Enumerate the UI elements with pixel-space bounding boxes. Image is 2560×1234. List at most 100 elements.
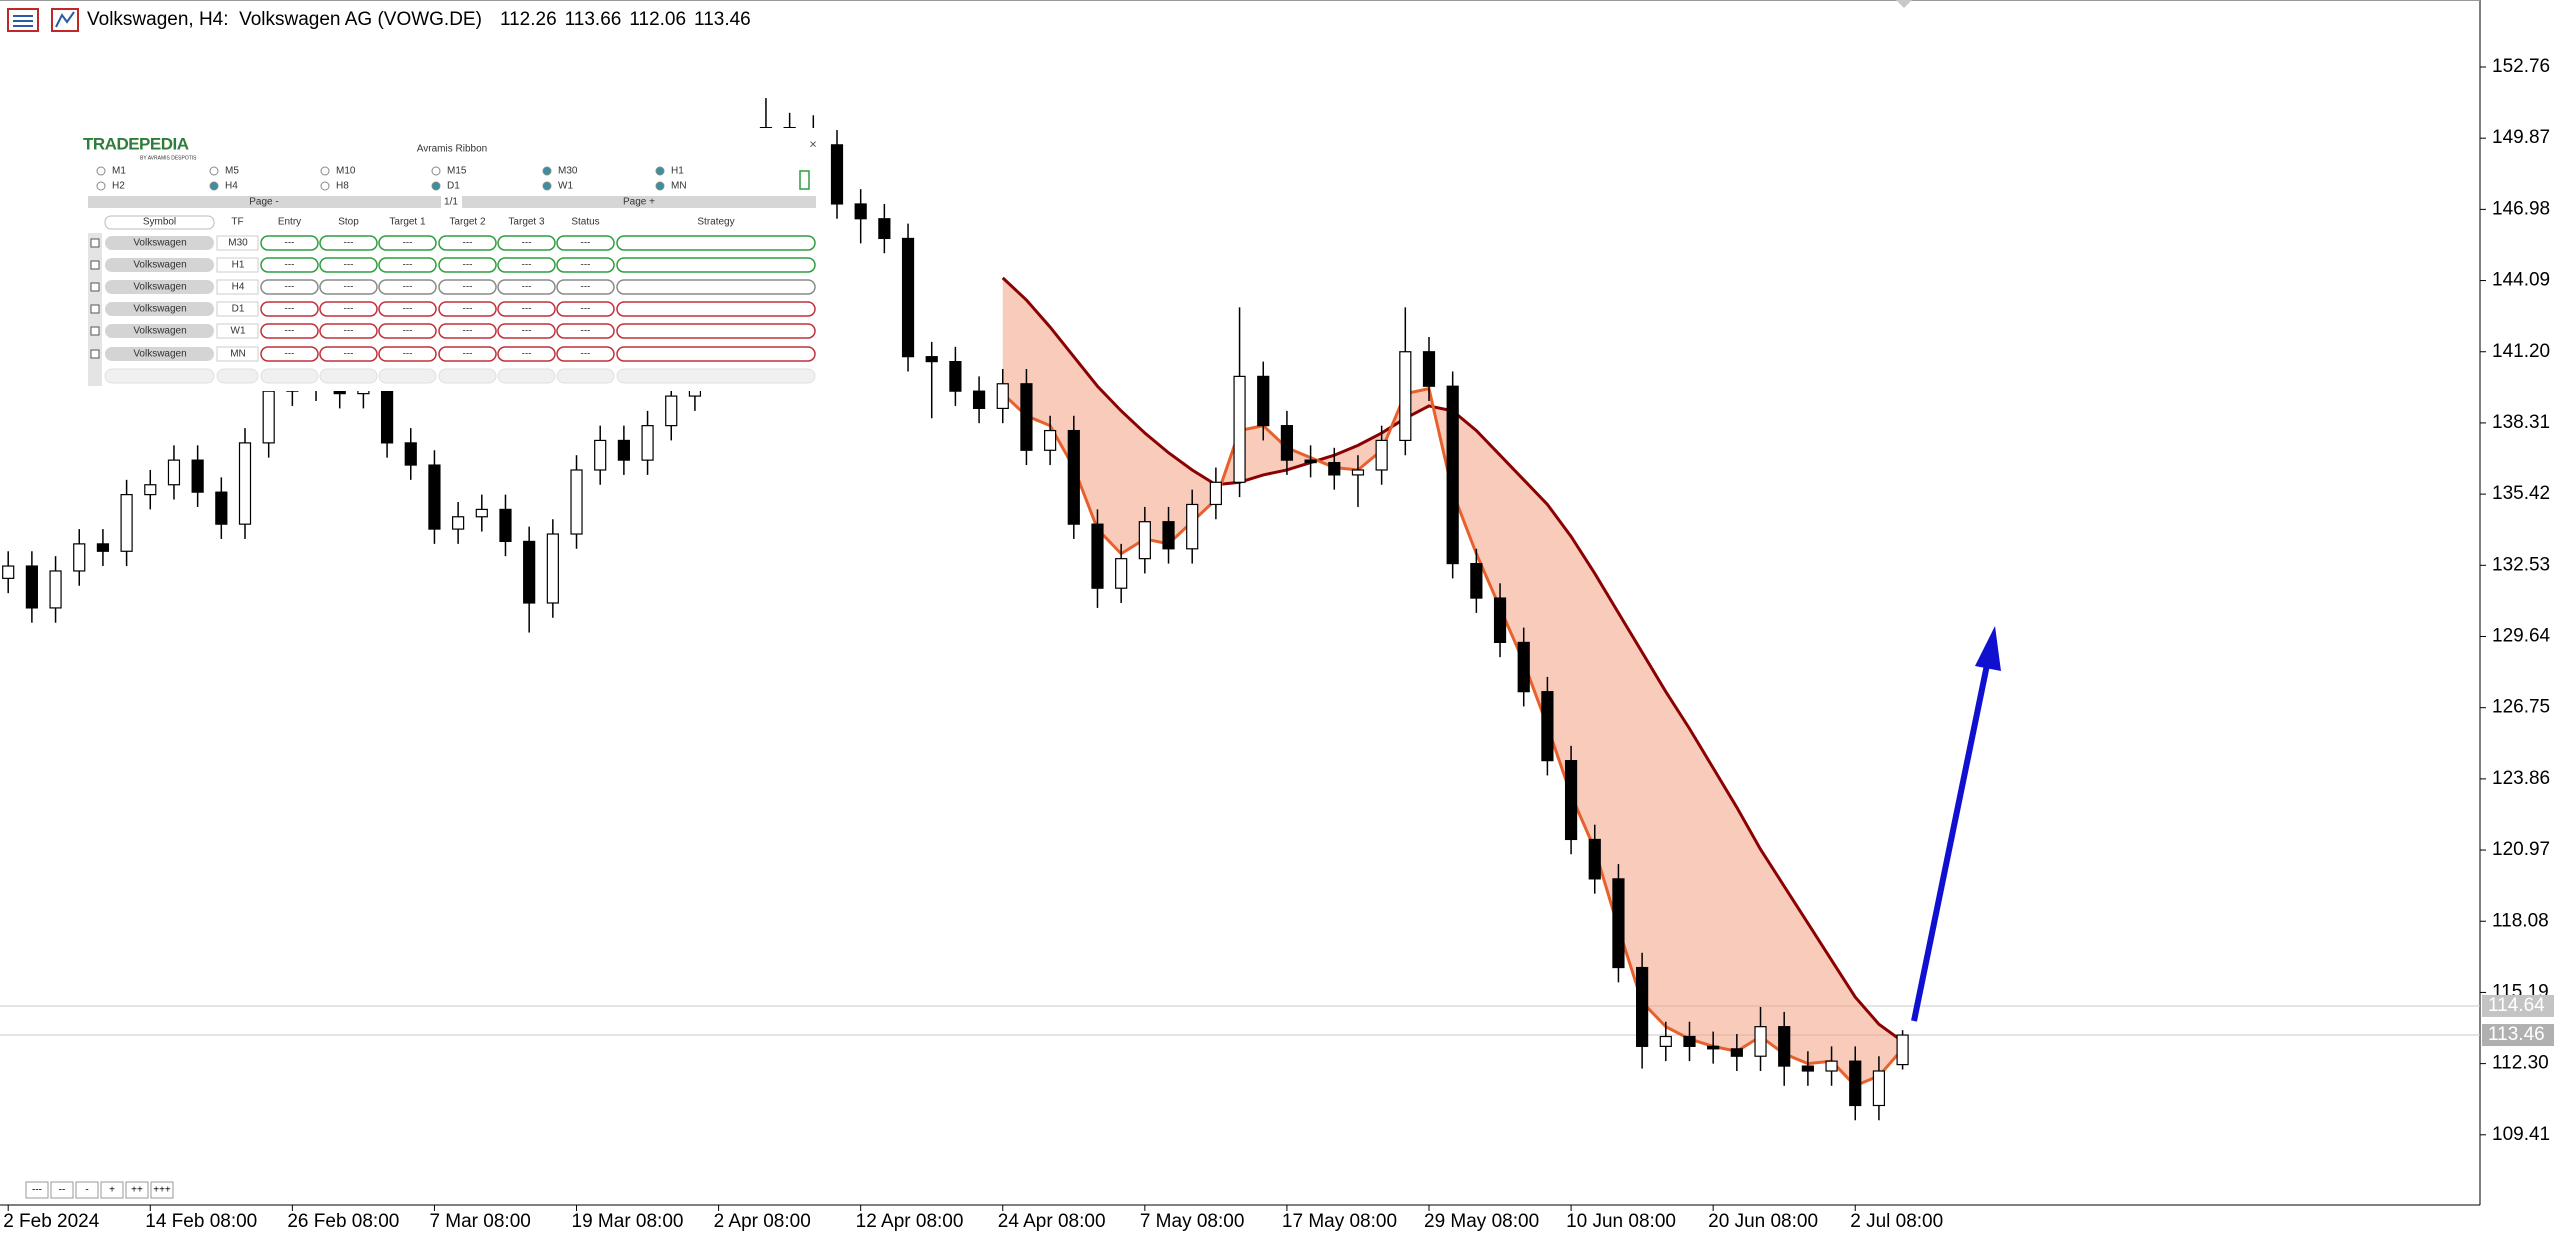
timeframe-label[interactable]: H1 xyxy=(671,166,684,177)
tf-text: M30 xyxy=(228,238,248,249)
timeframe-radio[interactable] xyxy=(431,166,441,176)
strategy-cell xyxy=(616,346,816,362)
timeframe-radio[interactable] xyxy=(96,166,106,176)
candle-body xyxy=(1375,439,1388,471)
page-info: 1/1 xyxy=(444,197,458,208)
x-tick-label: 26 Feb 08:00 xyxy=(287,1211,399,1232)
timeframe-label[interactable]: M5 xyxy=(225,166,239,177)
scale-button-label[interactable]: - xyxy=(85,1185,88,1196)
candle-body xyxy=(499,508,512,543)
timeframe-radio[interactable] xyxy=(542,181,552,191)
signal-text: --- xyxy=(463,349,473,360)
scale-button[interactable] xyxy=(75,1181,99,1199)
column-header: Entry xyxy=(278,217,301,228)
timeframe-label[interactable]: M30 xyxy=(558,166,578,177)
empty-cell xyxy=(378,368,437,384)
column-header: Status xyxy=(571,217,599,228)
signal-text: --- xyxy=(285,282,295,293)
signal-cell xyxy=(319,279,378,295)
ohlc-close: 113.46 xyxy=(694,9,751,30)
tf-cell xyxy=(216,346,259,362)
timeframe-radio[interactable] xyxy=(655,166,665,176)
symbol-text: Volkswagen xyxy=(133,260,186,271)
scale-button[interactable] xyxy=(50,1181,74,1199)
candle-body xyxy=(262,390,275,444)
timeframe-label[interactable]: H8 xyxy=(336,181,349,192)
panel-toggle[interactable] xyxy=(799,170,810,190)
timeframe-radio[interactable] xyxy=(320,181,330,191)
scale-button-label[interactable]: ++ xyxy=(131,1185,143,1196)
row-checkbox[interactable] xyxy=(90,326,100,336)
scale-button-label[interactable]: +++ xyxy=(153,1185,171,1196)
timeframe-radio[interactable] xyxy=(655,181,665,191)
symbol-cell xyxy=(105,280,214,294)
candle-body xyxy=(1257,375,1270,427)
row-checkbox[interactable] xyxy=(90,304,100,314)
timeframe-label[interactable]: H2 xyxy=(112,181,125,192)
strategy-cell xyxy=(616,301,816,317)
row-checkbox[interactable] xyxy=(90,260,100,270)
page-next[interactable]: Page + xyxy=(623,197,655,208)
timeframe-radio[interactable] xyxy=(542,166,552,176)
signal-text: --- xyxy=(344,238,354,249)
timeframe-label[interactable]: M1 xyxy=(112,166,126,177)
empty-cell xyxy=(319,368,378,384)
scale-button[interactable] xyxy=(100,1181,124,1199)
signal-cell xyxy=(319,301,378,317)
strategy-cell xyxy=(616,257,816,273)
timeframe-label[interactable]: D1 xyxy=(447,181,460,192)
candle-body xyxy=(96,543,110,552)
candle-body xyxy=(1754,1026,1767,1057)
timeframe-radio[interactable] xyxy=(431,181,441,191)
y-tick-label: 109.41 xyxy=(2492,1124,2550,1145)
column-header: Symbol xyxy=(143,217,176,228)
timeframe-label[interactable]: W1 xyxy=(558,181,573,192)
signal-cell xyxy=(260,235,319,251)
row-checkbox[interactable] xyxy=(90,282,100,292)
candle-body xyxy=(949,360,962,392)
signal-cell xyxy=(497,279,556,295)
signal-text: --- xyxy=(581,326,591,337)
panel-close[interactable]: × xyxy=(809,136,817,151)
signal-cell xyxy=(556,346,615,362)
timeframe-label[interactable]: M10 xyxy=(336,166,356,177)
timeframe-radio[interactable] xyxy=(96,181,106,191)
candle-body xyxy=(1233,375,1246,483)
candle-body xyxy=(1328,461,1341,476)
signal-cell xyxy=(556,323,615,339)
candle-body xyxy=(1162,521,1175,550)
y-tick-label: 123.86 xyxy=(2492,768,2550,789)
scale-button-label[interactable]: --- xyxy=(32,1185,42,1196)
signal-cell xyxy=(260,301,319,317)
page-prev-button[interactable] xyxy=(88,196,441,208)
signal-text: --- xyxy=(344,326,354,337)
candle-body xyxy=(925,356,938,363)
candle-body xyxy=(191,459,204,493)
candle-body xyxy=(1588,838,1601,880)
signal-text: --- xyxy=(463,238,473,249)
row-checkbox[interactable] xyxy=(90,238,100,248)
candle-body xyxy=(1304,459,1317,464)
page-prev[interactable]: Page - xyxy=(249,197,278,208)
timeframe-radio[interactable] xyxy=(320,166,330,176)
scale-button[interactable] xyxy=(125,1181,149,1199)
signal-cell xyxy=(378,257,437,273)
scale-button[interactable] xyxy=(150,1181,174,1199)
candle-body xyxy=(1564,760,1578,841)
candle-body xyxy=(73,543,86,572)
timeframe-label[interactable]: H4 xyxy=(225,181,238,192)
scale-button-label[interactable]: + xyxy=(109,1185,115,1196)
candle-body xyxy=(972,390,986,409)
timeframe-label[interactable]: M15 xyxy=(447,166,467,177)
icon-line xyxy=(55,11,75,28)
page-next-button[interactable] xyxy=(462,196,816,208)
row-checkbox[interactable] xyxy=(90,349,100,359)
scale-button[interactable] xyxy=(25,1181,49,1199)
timeframe-radio[interactable] xyxy=(209,166,219,176)
tf-cell xyxy=(216,257,259,273)
scale-button-label[interactable]: -- xyxy=(59,1185,66,1196)
timeframe-label[interactable]: MN xyxy=(671,181,687,192)
y-tick-label: 132.53 xyxy=(2492,554,2550,575)
timeframe-radio[interactable] xyxy=(209,181,219,191)
